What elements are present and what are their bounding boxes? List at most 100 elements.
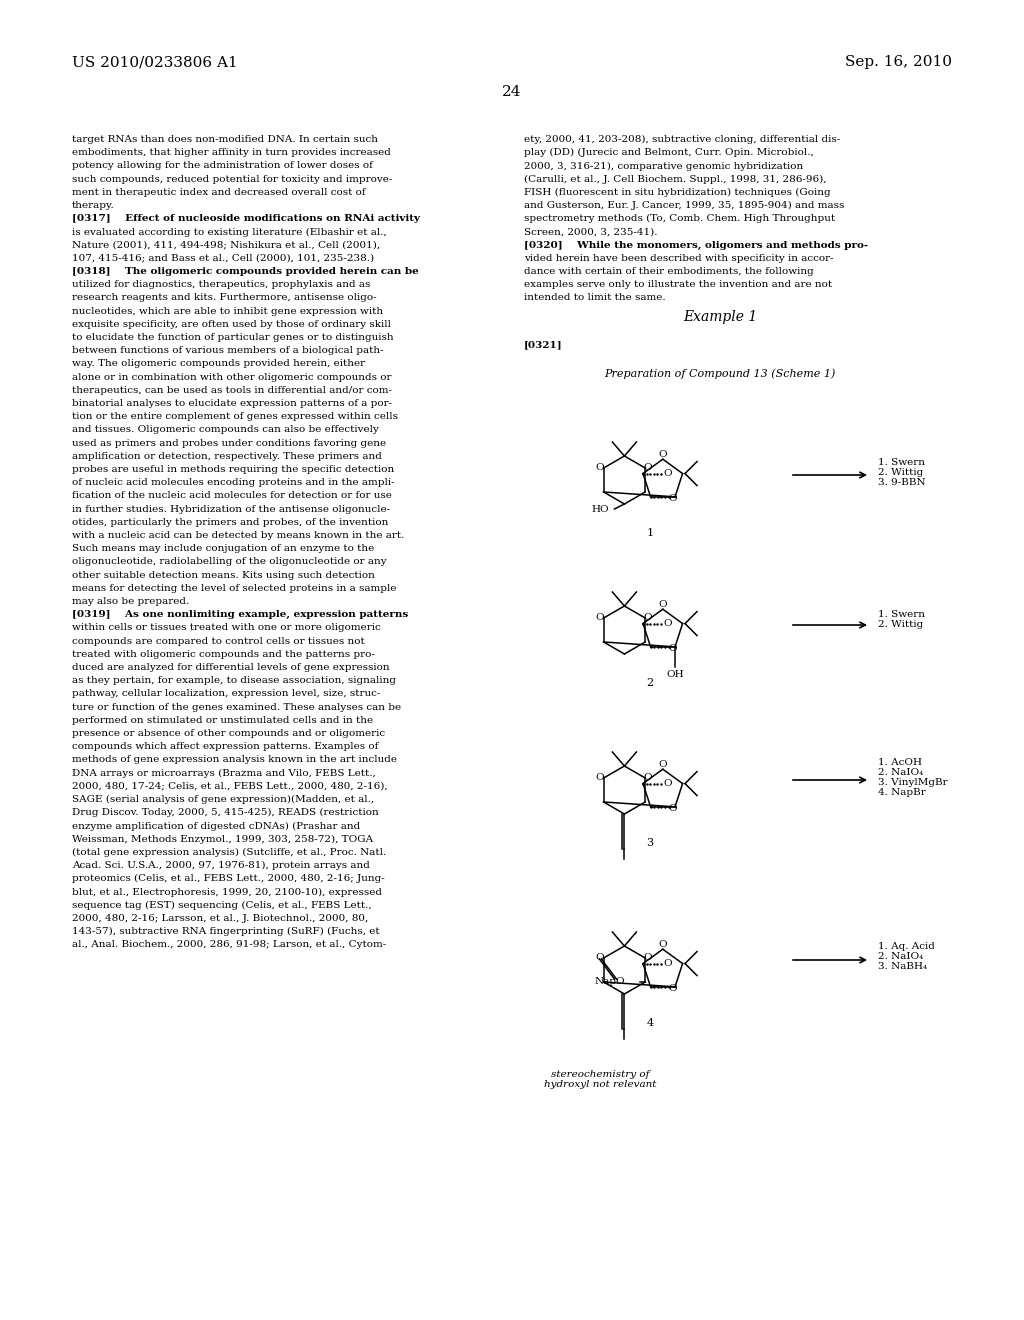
Text: Such means may include conjugation of an enzyme to the: Such means may include conjugation of an… <box>72 544 374 553</box>
Text: 1. Swern: 1. Swern <box>878 610 925 619</box>
Text: within cells or tissues treated with one or more oligomeric: within cells or tissues treated with one… <box>72 623 381 632</box>
Text: Example 1: Example 1 <box>683 310 757 323</box>
Text: 2000, 480, 17-24; Celis, et al., FEBS Lett., 2000, 480, 2-16),: 2000, 480, 17-24; Celis, et al., FEBS Le… <box>72 781 388 791</box>
Text: O: O <box>663 619 672 628</box>
Text: 1. Swern: 1. Swern <box>878 458 925 467</box>
Text: therapeutics, can be used as tools in differential and/or com-: therapeutics, can be used as tools in di… <box>72 385 392 395</box>
Text: dance with certain of their embodiments, the following: dance with certain of their embodiments,… <box>524 267 814 276</box>
Text: oligonucleotide, radiolabelling of the oligonucleotide or any: oligonucleotide, radiolabelling of the o… <box>72 557 387 566</box>
Text: 2. NaIO₄: 2. NaIO₄ <box>878 768 924 777</box>
Text: 1. AcOH: 1. AcOH <box>878 758 922 767</box>
Text: Weissman, Methods Enzymol., 1999, 303, 258-72), TOGA: Weissman, Methods Enzymol., 1999, 303, 2… <box>72 834 373 843</box>
Text: binatorial analyses to elucidate expression patterns of a por-: binatorial analyses to elucidate express… <box>72 399 392 408</box>
Text: O: O <box>644 774 652 783</box>
Text: O: O <box>644 463 652 473</box>
Text: with a nucleic acid can be detected by means known in the art.: with a nucleic acid can be detected by m… <box>72 531 404 540</box>
Text: and Gusterson, Eur. J. Cancer, 1999, 35, 1895-904) and mass: and Gusterson, Eur. J. Cancer, 1999, 35,… <box>524 201 845 210</box>
Text: vided herein have been described with specificity in accor-: vided herein have been described with sp… <box>524 253 834 263</box>
Text: ment in therapeutic index and decreased overall cost of: ment in therapeutic index and decreased … <box>72 187 366 197</box>
Text: 2000, 3, 316-21), comparative genomic hybridization: 2000, 3, 316-21), comparative genomic hy… <box>524 161 803 170</box>
Text: FISH (fluorescent in situ hybridization) techniques (Going: FISH (fluorescent in situ hybridization)… <box>524 187 830 197</box>
Text: (total gene expression analysis) (Sutcliffe, et al., Proc. Natl.: (total gene expression analysis) (Sutcli… <box>72 847 386 857</box>
Text: OH: OH <box>667 669 684 678</box>
Text: O: O <box>644 614 652 623</box>
Text: 4: 4 <box>646 1018 653 1028</box>
Text: means for detecting the level of selected proteins in a sample: means for detecting the level of selecte… <box>72 583 396 593</box>
Text: performed on stimulated or unstimulated cells and in the: performed on stimulated or unstimulated … <box>72 715 373 725</box>
Text: compounds which affect expression patterns. Examples of: compounds which affect expression patter… <box>72 742 379 751</box>
Text: duced are analyzed for differential levels of gene expression: duced are analyzed for differential leve… <box>72 663 389 672</box>
Text: intended to limit the same.: intended to limit the same. <box>524 293 666 302</box>
Text: 3: 3 <box>646 838 653 847</box>
Text: 1. Aq. Acid: 1. Aq. Acid <box>878 942 935 950</box>
Text: sequence tag (EST) sequencing (Celis, et al., FEBS Lett.,: sequence tag (EST) sequencing (Celis, et… <box>72 900 372 909</box>
Text: otides, particularly the primers and probes, of the invention: otides, particularly the primers and pro… <box>72 517 388 527</box>
Text: O: O <box>669 494 677 503</box>
Text: [0318]    The oligomeric compounds provided herein can be: [0318] The oligomeric compounds provided… <box>72 267 419 276</box>
Text: play (DD) (Jurecic and Belmont, Curr. Opin. Microbiol.,: play (DD) (Jurecic and Belmont, Curr. Op… <box>524 148 814 157</box>
Text: al., Anal. Biochem., 2000, 286, 91-98; Larson, et al., Cytom-: al., Anal. Biochem., 2000, 286, 91-98; L… <box>72 940 386 949</box>
Text: [0320]    While the monomers, oligomers and methods pro-: [0320] While the monomers, oligomers and… <box>524 240 868 249</box>
Text: DNA arrays or microarrays (Brazma and Vilo, FEBS Lett.,: DNA arrays or microarrays (Brazma and Vi… <box>72 768 376 777</box>
Text: utilized for diagnostics, therapeutics, prophylaxis and as: utilized for diagnostics, therapeutics, … <box>72 280 371 289</box>
Text: compounds are compared to control cells or tissues not: compounds are compared to control cells … <box>72 636 365 645</box>
Text: O: O <box>595 463 604 473</box>
Text: ety, 2000, 41, 203-208), subtractive cloning, differential dis-: ety, 2000, 41, 203-208), subtractive clo… <box>524 135 841 144</box>
Text: examples serve only to illustrate the invention and are not: examples serve only to illustrate the in… <box>524 280 833 289</box>
Text: Acad. Sci. U.S.A., 2000, 97, 1976-81), protein arrays and: Acad. Sci. U.S.A., 2000, 97, 1976-81), p… <box>72 861 370 870</box>
Text: as they pertain, for example, to disease association, signaling: as they pertain, for example, to disease… <box>72 676 396 685</box>
Text: potency allowing for the administration of lower doses of: potency allowing for the administration … <box>72 161 373 170</box>
Text: amplification or detection, respectively. These primers and: amplification or detection, respectively… <box>72 451 382 461</box>
Text: is evaluated according to existing literature (Elbashir et al.,: is evaluated according to existing liter… <box>72 227 387 236</box>
Text: 143-57), subtractive RNA fingerprinting (SuRF) (Fuchs, et: 143-57), subtractive RNA fingerprinting … <box>72 927 380 936</box>
Text: way. The oligomeric compounds provided herein, either: way. The oligomeric compounds provided h… <box>72 359 366 368</box>
Text: and tissues. Oligomeric compounds can also be effectively: and tissues. Oligomeric compounds can al… <box>72 425 379 434</box>
Text: 2. Wittig: 2. Wittig <box>878 620 924 630</box>
Text: US 2010/0233806 A1: US 2010/0233806 A1 <box>72 55 238 69</box>
Text: probes are useful in methods requiring the specific detection: probes are useful in methods requiring t… <box>72 465 394 474</box>
Text: nucleotides, which are able to inhibit gene expression with: nucleotides, which are able to inhibit g… <box>72 306 383 315</box>
Text: used as primers and probes under conditions favoring gene: used as primers and probes under conditi… <box>72 438 386 447</box>
Text: spectrometry methods (To, Comb. Chem. High Throughput: spectrometry methods (To, Comb. Chem. Hi… <box>524 214 836 223</box>
Text: exquisite specificity, are often used by those of ordinary skill: exquisite specificity, are often used by… <box>72 319 391 329</box>
Text: other suitable detection means. Kits using such detection: other suitable detection means. Kits usi… <box>72 570 375 579</box>
Text: 4. NapBr: 4. NapBr <box>878 788 926 797</box>
Text: treated with oligomeric compounds and the patterns pro-: treated with oligomeric compounds and th… <box>72 649 375 659</box>
Text: blut, et al., Electrophoresis, 1999, 20, 2100-10), expressed: blut, et al., Electrophoresis, 1999, 20,… <box>72 887 382 896</box>
Text: Nature (2001), 411, 494-498; Nishikura et al., Cell (2001),: Nature (2001), 411, 494-498; Nishikura e… <box>72 240 380 249</box>
Text: [0317]    Effect of nucleoside modifications on RNAi activity: [0317] Effect of nucleoside modification… <box>72 214 420 223</box>
Text: 2. Wittig: 2. Wittig <box>878 469 924 477</box>
Text: [0321]: [0321] <box>524 341 562 348</box>
Text: O: O <box>669 985 677 994</box>
Text: proteomics (Celis, et al., FEBS Lett., 2000, 480, 2-16; Jung-: proteomics (Celis, et al., FEBS Lett., 2… <box>72 874 385 883</box>
Text: presence or absence of other compounds and or oligomeric: presence or absence of other compounds a… <box>72 729 385 738</box>
Text: therapy.: therapy. <box>72 201 115 210</box>
Text: O: O <box>663 779 672 788</box>
Text: O: O <box>669 804 677 813</box>
Text: O: O <box>595 614 604 623</box>
Text: Preparation of Compound 13 (Scheme 1): Preparation of Compound 13 (Scheme 1) <box>604 368 836 379</box>
Text: 2: 2 <box>646 678 653 688</box>
Text: O: O <box>595 953 604 962</box>
Text: O: O <box>658 599 667 609</box>
Text: O: O <box>658 450 667 459</box>
Text: 24: 24 <box>502 84 522 99</box>
Text: O: O <box>644 953 652 962</box>
Text: to elucidate the function of particular genes or to distinguish: to elucidate the function of particular … <box>72 333 393 342</box>
Text: alone or in combination with other oligomeric compounds or: alone or in combination with other oligo… <box>72 372 391 381</box>
Text: tion or the entire complement of genes expressed within cells: tion or the entire complement of genes e… <box>72 412 398 421</box>
Text: stereochemistry of
hydroxyl not relevant: stereochemistry of hydroxyl not relevant <box>544 1071 656 1089</box>
Text: O: O <box>669 644 677 653</box>
Text: NapO: NapO <box>595 978 626 986</box>
Text: O: O <box>595 774 604 783</box>
Text: [0319]    As one nonlimiting example, expression patterns: [0319] As one nonlimiting example, expre… <box>72 610 409 619</box>
Text: 2000, 480, 2-16; Larsson, et al., J. Biotechnol., 2000, 80,: 2000, 480, 2-16; Larsson, et al., J. Bio… <box>72 913 369 923</box>
Text: enzyme amplification of digested cDNAs) (Prashar and: enzyme amplification of digested cDNAs) … <box>72 821 360 830</box>
Text: Drug Discov. Today, 2000, 5, 415-425), READS (restriction: Drug Discov. Today, 2000, 5, 415-425), R… <box>72 808 379 817</box>
Text: of nucleic acid molecules encoding proteins and in the ampli-: of nucleic acid molecules encoding prote… <box>72 478 394 487</box>
Text: O: O <box>663 960 672 968</box>
Text: Sep. 16, 2010: Sep. 16, 2010 <box>845 55 952 69</box>
Text: 1: 1 <box>646 528 653 539</box>
Text: Screen, 2000, 3, 235-41).: Screen, 2000, 3, 235-41). <box>524 227 657 236</box>
Text: may also be prepared.: may also be prepared. <box>72 597 189 606</box>
